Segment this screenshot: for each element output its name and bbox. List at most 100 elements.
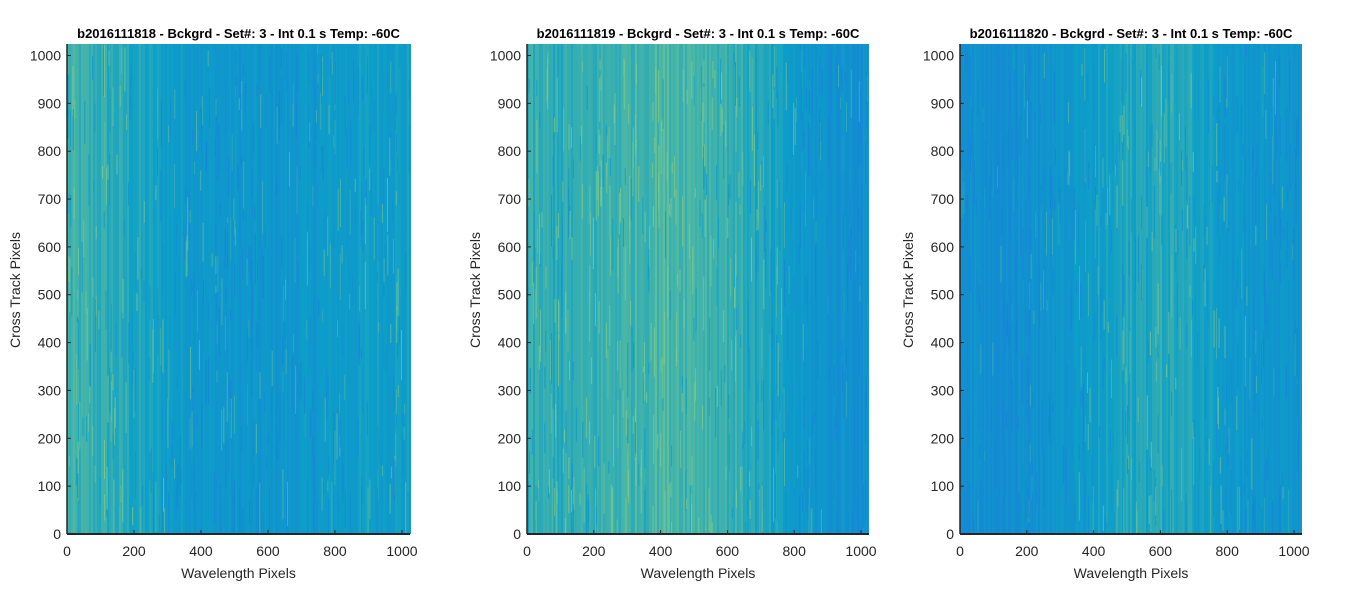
heatmap-column — [855, 44, 857, 534]
heatmap-streak — [691, 455, 693, 485]
heatmap-streak — [346, 201, 348, 256]
heatmap-streak — [150, 448, 152, 493]
heatmap-streak — [105, 167, 107, 205]
heatmap-column — [962, 44, 964, 534]
heatmap-column — [343, 44, 345, 534]
heatmap-streak — [580, 125, 582, 145]
heatmap-streak — [658, 145, 660, 194]
heatmap-streak — [1255, 172, 1257, 225]
heatmap-streak — [812, 416, 814, 435]
heatmap-streak — [1244, 215, 1246, 248]
heatmap-streak — [984, 140, 986, 196]
heatmap-streak — [240, 94, 242, 110]
heatmap-streak — [1150, 441, 1152, 468]
heatmap-streak — [710, 235, 712, 287]
heatmap-column — [773, 44, 775, 534]
heatmap-streak — [1288, 489, 1290, 534]
heatmap-streak — [529, 368, 531, 394]
heatmap-streak — [236, 74, 238, 100]
heatmap-streak — [829, 370, 831, 381]
heatmap-streak — [360, 209, 362, 248]
heatmap-streak — [1118, 132, 1120, 153]
heatmap-streak — [587, 494, 589, 533]
heatmap-streak — [260, 94, 262, 129]
heatmap-streak — [1215, 307, 1217, 360]
heatmap-streak — [783, 387, 785, 433]
heatmap-streak — [531, 262, 533, 287]
heatmap-streak — [1078, 443, 1080, 461]
heatmap-streak — [1068, 150, 1070, 185]
y-tick-label: 100 — [38, 478, 62, 494]
heatmap-streak — [381, 465, 383, 477]
heatmap-column — [293, 44, 295, 534]
heatmap-streak — [730, 257, 732, 297]
heatmap-streak — [1297, 384, 1299, 418]
heatmap-streak — [110, 381, 112, 423]
heatmap-streak — [1024, 73, 1026, 88]
heatmap-streak — [231, 134, 233, 171]
chart-title: b2016111820 - Bckgrd - Set#: 3 - Int 0.1… — [970, 26, 1293, 41]
heatmap-streak — [309, 121, 311, 143]
heatmap-column — [583, 44, 585, 534]
heatmap-streak — [251, 294, 253, 349]
heatmap-streak — [282, 285, 284, 321]
heatmap-column — [1158, 44, 1160, 534]
heatmap-column — [785, 44, 787, 534]
heatmap-column — [165, 44, 167, 534]
heatmap-streak — [1296, 119, 1298, 159]
heatmap-streak — [132, 507, 134, 526]
heatmap-streak — [173, 458, 175, 479]
heatmap-streak — [163, 477, 165, 512]
heatmap-streak — [1089, 388, 1091, 423]
heatmap-streak — [534, 247, 536, 290]
heatmap-streak — [586, 85, 588, 111]
heatmap-streak — [1149, 331, 1151, 356]
heatmap-column — [79, 44, 81, 534]
heatmap-streak — [1264, 496, 1266, 534]
heatmap-streak — [104, 494, 106, 521]
heatmap-column — [575, 44, 577, 534]
heatmap-streak — [1046, 211, 1048, 256]
heatmap-streak — [200, 124, 202, 153]
x-tick-label: 800 — [1216, 543, 1240, 559]
heatmap-streak — [350, 117, 352, 167]
heatmap-streak — [1039, 300, 1041, 325]
heatmap-streak — [364, 197, 366, 245]
heatmap-streak — [561, 218, 563, 262]
heatmap-streak — [191, 282, 193, 293]
heatmap-streak — [537, 488, 539, 532]
heatmap-streak — [77, 459, 79, 498]
heatmap-streak — [841, 75, 843, 92]
heatmap-streak — [361, 475, 363, 505]
heatmap-streak — [816, 184, 818, 201]
heatmap-column — [597, 44, 599, 534]
heatmap-streak — [865, 141, 867, 183]
heatmap-streak — [1127, 405, 1129, 445]
heatmap-streak — [803, 396, 805, 429]
heatmap-column — [267, 44, 269, 534]
heatmap-streak — [1042, 168, 1044, 191]
heatmap-column — [1242, 44, 1244, 534]
y-tick-label: 400 — [931, 335, 955, 351]
heatmap-streak — [602, 155, 604, 187]
heatmap-streak — [399, 46, 401, 67]
heatmap-streak — [1029, 443, 1031, 463]
heatmap-streak — [353, 59, 355, 103]
heatmap-column — [265, 44, 267, 534]
heatmap-streak — [215, 138, 217, 156]
heatmap-streak — [735, 253, 737, 307]
heatmap-streak — [1206, 437, 1208, 452]
heatmap-streak — [342, 463, 344, 503]
heatmap-streak — [850, 69, 852, 119]
heatmap-streak — [333, 135, 335, 148]
heatmap-streak — [360, 347, 362, 359]
heatmap-streak — [1207, 277, 1209, 327]
heatmap-column — [1030, 44, 1032, 534]
heatmap-streak — [798, 243, 800, 263]
heatmap-streak — [377, 221, 379, 261]
heatmap-streak — [324, 214, 326, 249]
heatmap-streak — [359, 311, 361, 367]
heatmap-column — [1062, 44, 1064, 534]
heatmap-streak — [1263, 467, 1265, 518]
heatmap-column — [615, 44, 617, 534]
